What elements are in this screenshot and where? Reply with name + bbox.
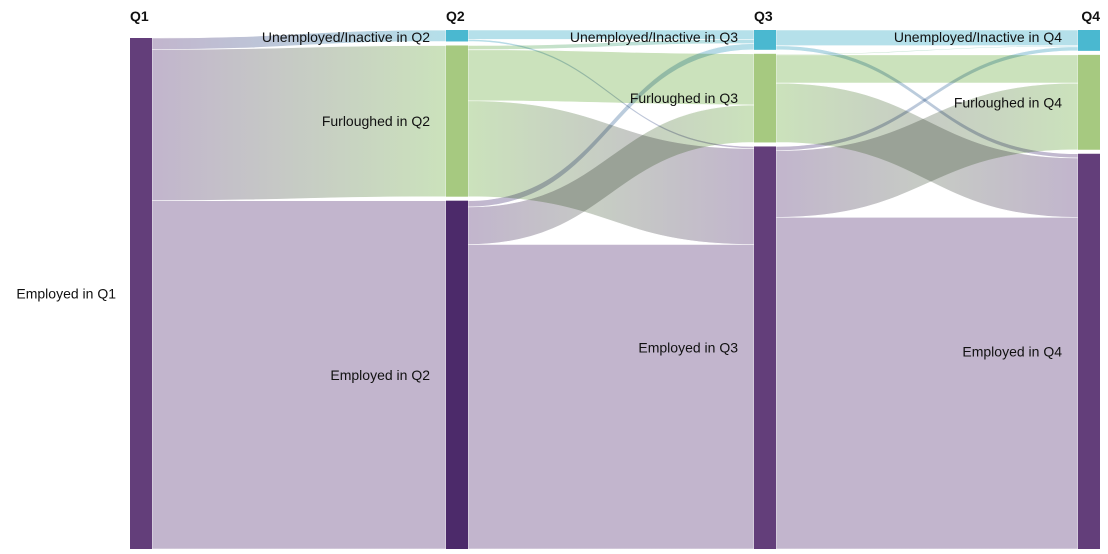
- column-headers: Q1 Q2 Q3 Q4: [130, 8, 1100, 24]
- node-label-emp_q4: Employed in Q4: [962, 343, 1062, 359]
- link-furl_q3-to-furl_q4: [775, 54, 1079, 84]
- node-label-unemp_q4: Unemployed/Inactive in Q4: [894, 29, 1062, 45]
- node-emp_q4: [1078, 153, 1100, 549]
- node-label-emp_q1: Employed in Q1: [16, 286, 116, 302]
- link-emp_q2-to-emp_q3: [467, 244, 755, 550]
- link-emp_q3-to-emp_q4: [775, 217, 1079, 550]
- node-label-emp_q2: Employed in Q2: [330, 367, 430, 383]
- node-unemp_q4: [1078, 30, 1100, 51]
- node-label-furl_q3: Furloughed in Q3: [630, 90, 738, 106]
- links-layer: [151, 29, 1079, 550]
- node-furl_q3: [754, 53, 776, 143]
- node-furl_q4: [1078, 54, 1100, 150]
- node-label-emp_q3: Employed in Q3: [638, 340, 738, 356]
- node-label-furl_q4: Furloughed in Q4: [954, 94, 1062, 110]
- nodes-layer: [130, 30, 1100, 549]
- link-emp_q1-to-furl_q2: [151, 45, 447, 201]
- column-header-q3: Q3: [754, 8, 773, 24]
- node-label-furl_q2: Furloughed in Q2: [322, 113, 430, 129]
- link-emp_q2-to-unemp_q3: [467, 43, 755, 208]
- node-furl_q2: [446, 45, 468, 197]
- node-unemp_q2: [446, 30, 468, 42]
- node-emp_q3: [754, 146, 776, 549]
- node-emp_q1: [130, 38, 152, 549]
- node-label-unemp_q3: Unemployed/Inactive in Q3: [570, 29, 738, 45]
- node-label-unemp_q2: Unemployed/Inactive in Q2: [262, 29, 430, 45]
- node-unemp_q3: [754, 30, 776, 50]
- column-header-q2: Q2: [446, 8, 465, 24]
- column-header-q1: Q1: [130, 8, 149, 24]
- column-header-q4: Q4: [1081, 8, 1100, 24]
- labels-layer: Employed in Q1 Unemployed/Inactive in Q2 F…: [16, 29, 1062, 383]
- node-emp_q2: [446, 200, 468, 549]
